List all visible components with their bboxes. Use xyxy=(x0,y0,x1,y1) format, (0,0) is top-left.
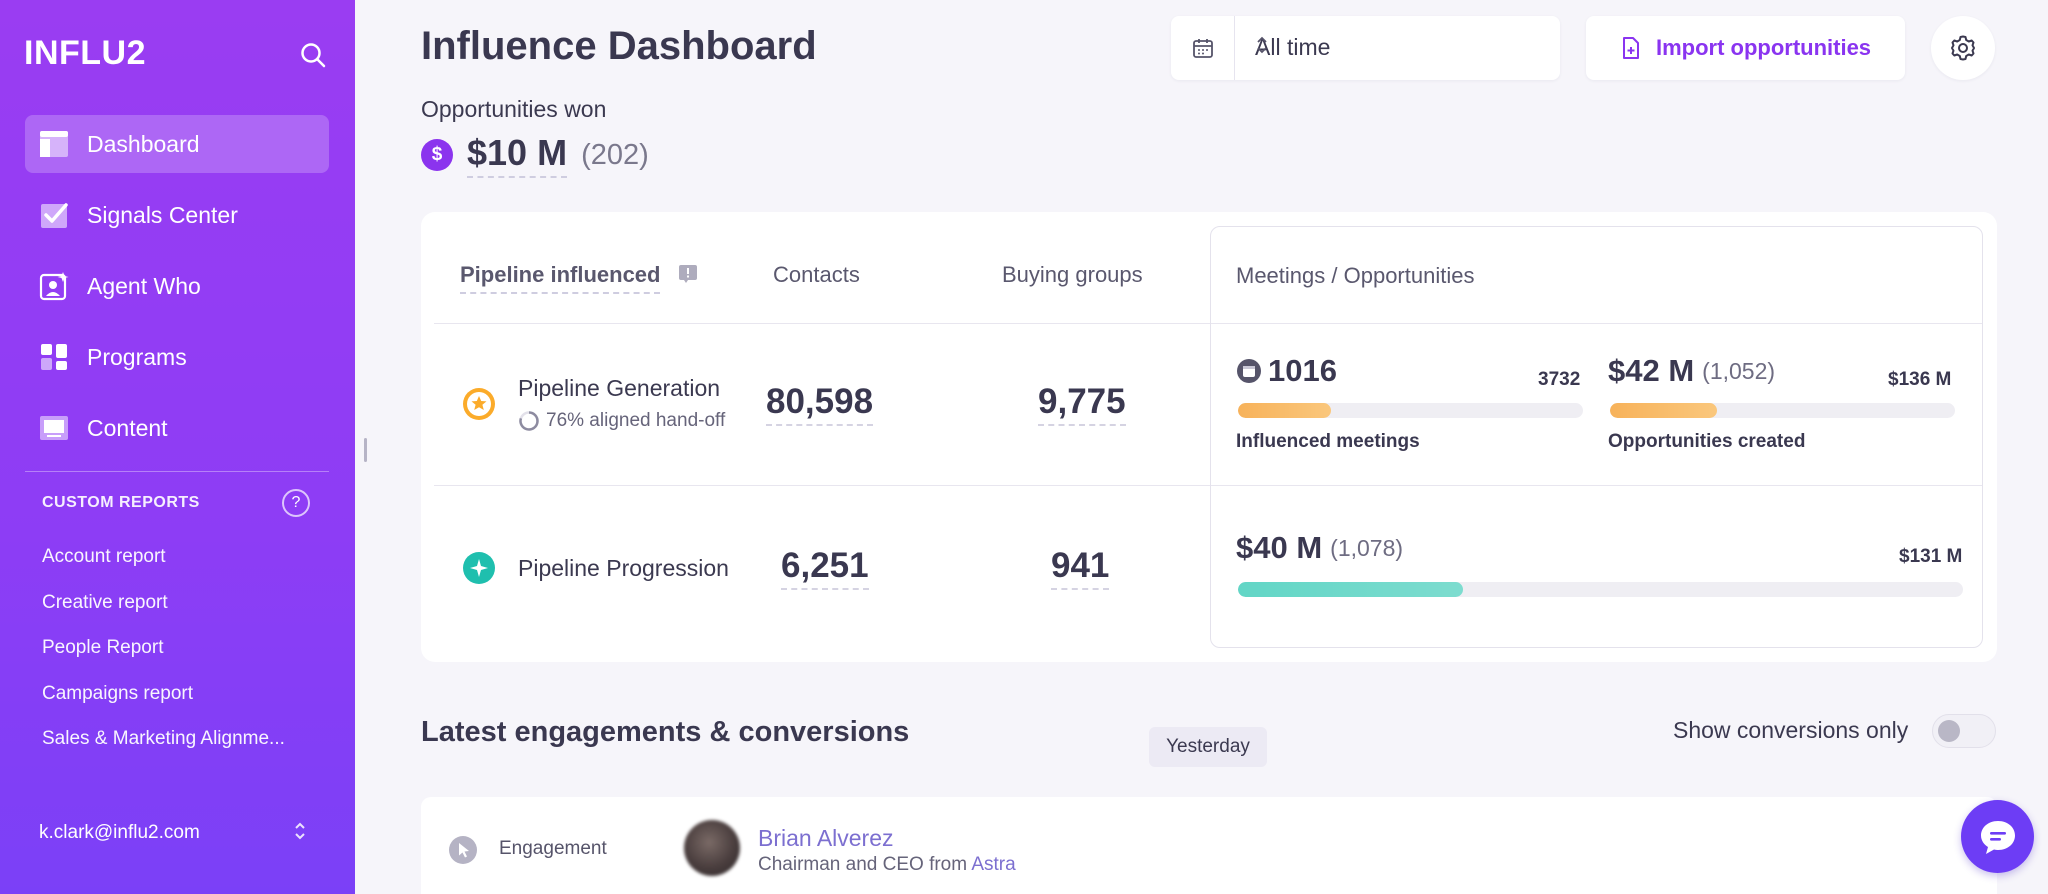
import-button-label: Import opportunities xyxy=(1655,35,1872,60)
tab-buying-groups[interactable]: Buying groups xyxy=(1002,262,1143,287)
sidebar-item-label: Dashboard xyxy=(87,130,200,157)
checkbox-icon xyxy=(39,200,69,230)
conversions-only-toggle[interactable] xyxy=(1932,714,1996,748)
row-divider xyxy=(1211,323,1982,324)
search-icon[interactable] xyxy=(298,40,328,70)
contact-role: Chairman and CEO from xyxy=(758,854,968,875)
influenced-meetings-value[interactable]: 1016 xyxy=(1268,353,1337,388)
opportunities-won-value[interactable]: $10 M xyxy=(467,132,568,178)
chevron-updown-icon xyxy=(1255,34,1532,62)
progress-ring-icon xyxy=(519,411,539,431)
chevron-updown-icon[interactable] xyxy=(293,820,307,847)
contact-name-link[interactable]: Brian Alverez xyxy=(758,825,894,851)
opportunities-won-label: Opportunities won xyxy=(421,96,607,122)
sidebar-item-agent-who[interactable]: Agent Who xyxy=(25,257,329,315)
opportunities-created-value[interactable]: $42 M xyxy=(1608,353,1695,388)
meetings-progress-bar xyxy=(1238,403,1583,418)
gear-icon xyxy=(1951,35,1975,61)
report-link-creative[interactable]: Creative report xyxy=(42,591,168,613)
engagement-type: Engagement xyxy=(499,838,607,859)
sidebar-item-label: Content xyxy=(87,414,168,441)
dashboard-icon xyxy=(39,129,69,159)
help-icon[interactable]: ? xyxy=(282,489,310,517)
pipeline-generation-label: Pipeline Generation xyxy=(518,375,721,401)
contact-title: Chairman and CEO from Astra xyxy=(758,854,1016,876)
pipeline-progression-label: Pipeline Progression xyxy=(518,555,729,581)
meetings-opportunities-header: Meetings / Opportunities xyxy=(1236,263,1475,288)
tab-contacts[interactable]: Contacts xyxy=(773,262,860,287)
sidebar-item-programs[interactable]: Programs xyxy=(25,328,329,386)
cursor-click-icon xyxy=(449,836,477,864)
report-link-account[interactable]: Account report xyxy=(42,546,166,567)
progression-value[interactable]: $40 M xyxy=(1236,530,1323,565)
row-divider xyxy=(434,485,1210,486)
info-icon[interactable] xyxy=(678,264,698,289)
page-title: Influence Dashboard xyxy=(421,24,817,68)
settings-button[interactable] xyxy=(1931,16,1995,80)
progression-badge-icon xyxy=(462,551,496,590)
agent-icon xyxy=(39,271,69,301)
opportunities-progress-bar xyxy=(1610,403,1955,418)
chat-icon xyxy=(1980,820,2015,854)
progression-progress-bar xyxy=(1238,582,1963,597)
opportunities-max: $136 M xyxy=(1888,369,1952,390)
sidebar: INFLU2 Dashboard Signals Center Agent Wh… xyxy=(0,0,355,894)
influenced-meetings-value-row: 1016 xyxy=(1236,353,1337,389)
aligned-handoff: 76% aligned hand-off xyxy=(518,410,725,432)
engagements-heading: Latest engagements & conversions xyxy=(421,716,910,748)
progression-count: (1,078) xyxy=(1330,534,1404,561)
opportunities-created-label: Opportunities created xyxy=(1608,431,1806,452)
generation-contacts-value[interactable]: 80,598 xyxy=(766,382,874,426)
file-add-icon xyxy=(1622,37,1639,59)
sidebar-item-dashboard[interactable]: Dashboard xyxy=(25,115,329,173)
custom-reports-heading: CUSTOM REPORTS xyxy=(42,494,200,511)
calendar-icon xyxy=(1171,16,1235,80)
row-divider xyxy=(1211,485,1982,486)
row-divider xyxy=(434,323,1210,324)
grid-icon xyxy=(39,342,69,372)
meeting-icon xyxy=(1237,359,1261,383)
sidebar-item-label: Programs xyxy=(87,343,187,370)
progression-value-row: $40 M (1,078) xyxy=(1236,530,1403,566)
day-badge: Yesterday xyxy=(1149,727,1267,767)
company-link[interactable]: Astra xyxy=(971,854,1016,875)
influenced-meetings-label: Influenced meetings xyxy=(1236,431,1420,452)
generation-buying-groups-value[interactable]: 9,775 xyxy=(1038,382,1126,426)
date-range-value: All time xyxy=(1255,34,1331,60)
sidebar-divider xyxy=(25,471,329,472)
tab-pipeline-influenced[interactable]: Pipeline influenced xyxy=(460,262,661,294)
sidebar-item-label: Agent Who xyxy=(87,272,201,299)
progression-max: $131 M xyxy=(1899,546,1963,567)
aligned-handoff-text: 76% aligned hand-off xyxy=(546,410,726,431)
opportunities-created-value-row: $42 M (1,052) xyxy=(1608,353,1775,389)
engagement-row[interactable] xyxy=(421,797,1997,894)
meetings-opportunities-panel xyxy=(1210,226,1983,648)
report-link-people[interactable]: People Report xyxy=(42,637,164,658)
sidebar-resize-handle[interactable] xyxy=(364,438,367,462)
opportunities-created-count: (1,052) xyxy=(1702,357,1776,384)
star-badge-icon xyxy=(462,387,496,426)
conversions-toggle-label: Show conversions only xyxy=(1673,717,1909,743)
custom-reports-list: Account report Creative report People Re… xyxy=(42,542,285,770)
import-opportunities-button[interactable]: Import opportunities xyxy=(1586,16,1905,80)
opportunities-won-summary: $ $10 M (202) xyxy=(421,132,649,178)
meetings-max: 3732 xyxy=(1538,369,1581,390)
opportunities-won-count: (202) xyxy=(581,138,649,171)
progression-contacts-value[interactable]: 6,251 xyxy=(781,546,869,590)
monitor-icon xyxy=(39,413,69,443)
sidebar-item-content[interactable]: Content xyxy=(25,399,329,457)
app-logo[interactable]: INFLU2 xyxy=(24,34,146,72)
toggle-knob xyxy=(1938,720,1960,742)
date-range-select[interactable]: All time xyxy=(1171,16,1560,80)
sidebar-item-label: Signals Center xyxy=(87,201,238,228)
progression-buying-groups-value[interactable]: 941 xyxy=(1051,546,1110,590)
report-link-campaigns[interactable]: Campaigns report xyxy=(42,682,194,704)
dollar-coin-icon: $ xyxy=(421,139,453,171)
chat-button[interactable] xyxy=(1961,800,2034,873)
sidebar-nav: Dashboard Signals Center Agent Who Progr… xyxy=(25,115,329,470)
user-email[interactable]: k.clark@influ2.com xyxy=(39,822,200,843)
sidebar-item-signals-center[interactable]: Signals Center xyxy=(25,186,329,244)
report-link-sales-marketing[interactable]: Sales & Marketing Alignme... xyxy=(42,728,285,749)
avatar[interactable] xyxy=(684,820,740,876)
